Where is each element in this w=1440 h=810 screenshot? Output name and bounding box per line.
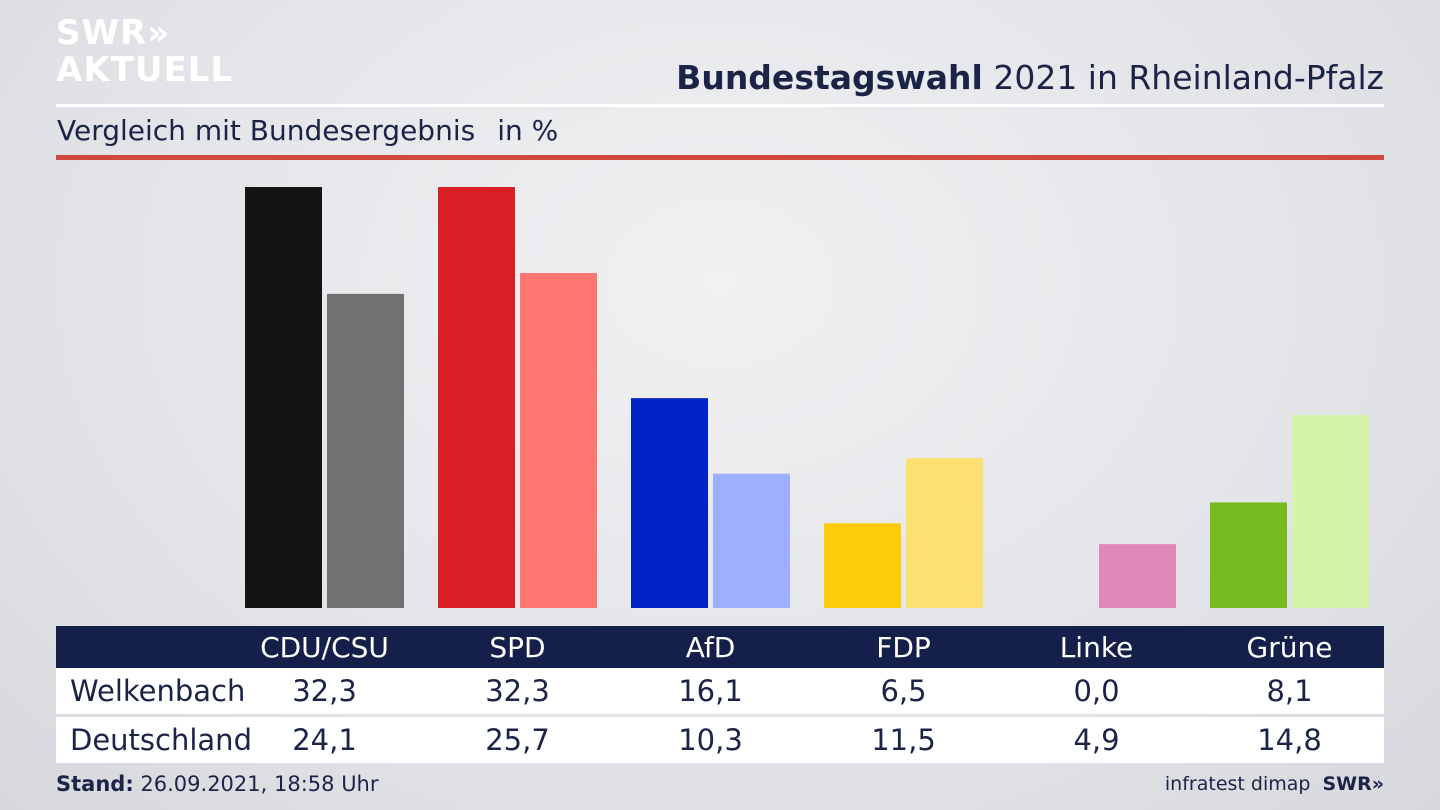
value-gr-ne-welkenbach: 8,1 [1266,674,1313,708]
swr-aktuell-logo: SWR» AKTUELL [56,16,233,87]
value-fdp-welkenbach: 6,5 [880,674,927,708]
bar-spd-deutschland [520,273,597,608]
bar-spd-welkenbach [438,187,515,608]
value-spd-welkenbach: 32,3 [485,674,550,708]
unit-label: in % [497,114,559,147]
bar-afd-deutschland [713,473,790,608]
timestamp-value: 26.09.2021, 18:58 Uhr [140,772,379,796]
bar-gr-ne-welkenbach [1210,502,1287,608]
logo-line-1: SWR» [56,13,171,53]
results-table: CDU/CSU SPD AfD FDP Linke Grüne Welkenbach 32… [56,626,1384,763]
value-afd-deutschland: 10,3 [678,723,743,757]
bar-gr-ne-deutschland [1292,415,1369,608]
bar-fdp-deutschland [906,458,983,608]
value-afd-welkenbach: 16,1 [678,674,743,708]
chart-title-bold: Bundestagswahl [676,58,983,97]
value-spd-deutschland: 25,7 [485,723,550,757]
subtitle-divider [56,155,1384,160]
table-row: Welkenbach 32,3 32,3 16,1 6,5 0,0 8,1 [56,668,1384,714]
logo-line-2: AKTUELL [56,50,234,90]
row-label: Deutschland [70,723,252,757]
source-credit: infratest dimap SWR» [1165,773,1384,795]
header-divider [56,104,1384,107]
source-name: infratest dimap [1164,773,1311,795]
chart-subtitle: Vergleich mit Bundesergebnis in % [57,114,558,147]
column-header-gr-ne: Grüne [1246,630,1333,664]
value-linke-deutschland: 4,9 [1073,723,1120,757]
timestamp: Stand: 26.09.2021, 18:58 Uhr [56,772,379,796]
table-header: CDU/CSU SPD AfD FDP Linke Grüne [56,626,1384,668]
chart-title: Bundestagswahl 2021 in Rheinland-Pfalz [676,58,1384,97]
bar-cdu-csu-deutschland [327,293,404,608]
chart-title-rest: 2021 in Rheinland-Pfalz [993,58,1384,97]
swr-brand: SWR» [1322,773,1384,795]
column-header-spd: SPD [489,630,546,664]
table-row: Deutschland 24,1 25,7 10,3 11,5 4,9 14,8 [56,717,1384,763]
value-fdp-deutschland: 11,5 [871,723,936,757]
timestamp-label: Stand: [56,772,134,796]
bar-afd-welkenbach [631,398,708,608]
column-header-fdp: FDP [876,630,931,664]
bar-linke-deutschland [1099,544,1176,608]
value-cdu-csu-deutschland: 24,1 [292,723,357,757]
column-header-cdu-csu: CDU/CSU [260,630,389,664]
bar-fdp-welkenbach [824,523,901,608]
subtitle-text: Vergleich mit Bundesergebnis [57,114,476,147]
value-cdu-csu-welkenbach: 32,3 [292,674,357,708]
row-label: Welkenbach [70,674,246,708]
column-header-afd: AfD [685,630,736,664]
column-header-linke: Linke [1059,630,1134,664]
value-linke-welkenbach: 0,0 [1073,674,1120,708]
value-gr-ne-deutschland: 14,8 [1257,723,1322,757]
bar-cdu-csu-welkenbach [245,187,322,608]
